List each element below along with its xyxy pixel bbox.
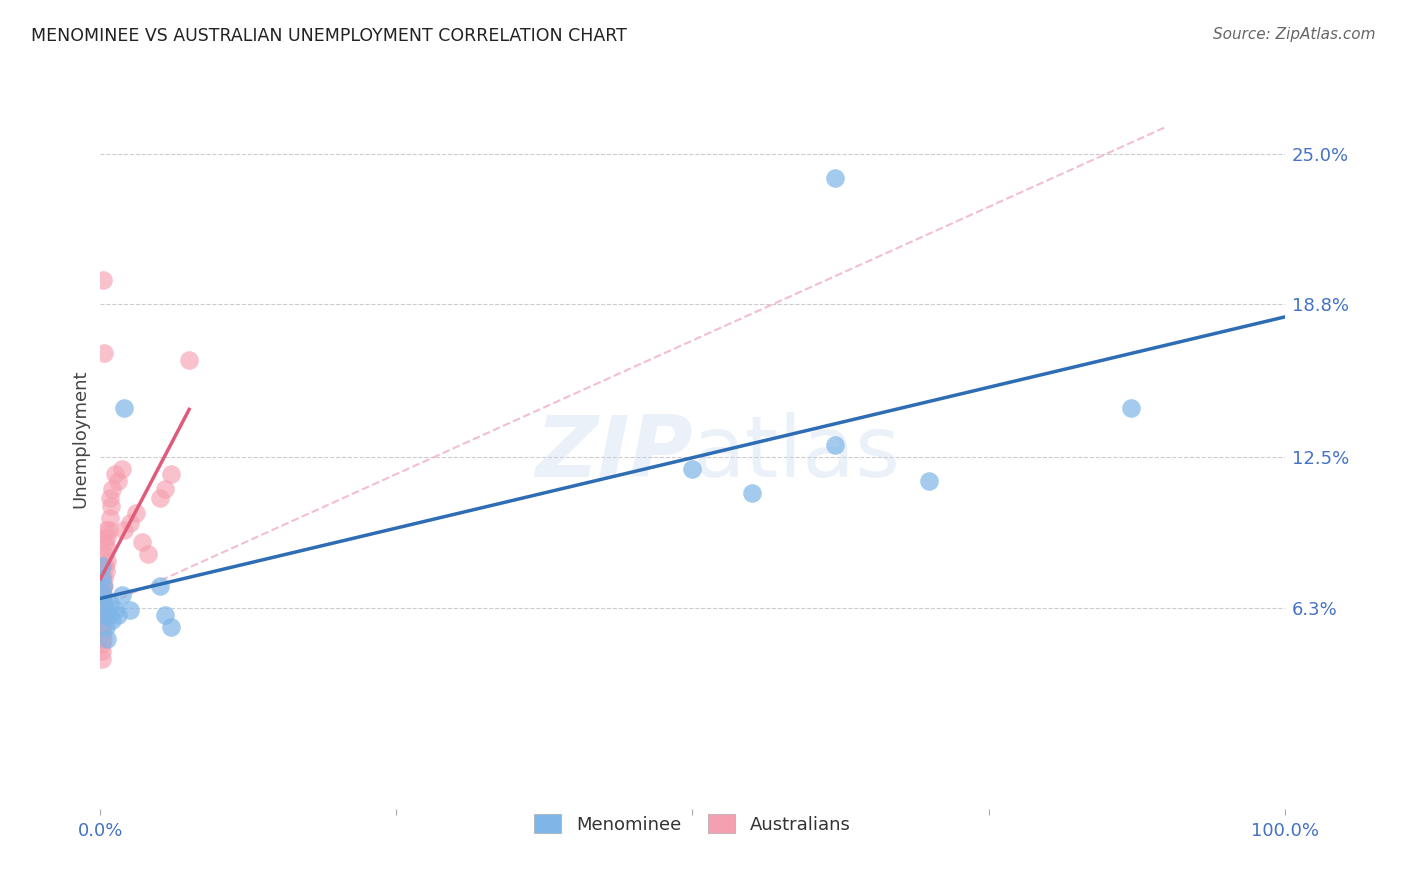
Point xyxy=(96,554,118,568)
Text: ZIP: ZIP xyxy=(534,412,693,495)
Point xyxy=(155,607,177,622)
Point xyxy=(90,589,112,603)
Point xyxy=(94,559,117,574)
Point xyxy=(90,607,112,622)
Point xyxy=(90,637,112,651)
Point xyxy=(91,607,114,622)
Point xyxy=(136,547,159,561)
Point xyxy=(91,579,114,593)
Point xyxy=(101,482,124,496)
Point xyxy=(90,583,112,598)
Point xyxy=(93,345,115,359)
Point xyxy=(179,352,201,367)
Point xyxy=(118,603,141,617)
Point xyxy=(103,467,125,481)
Point xyxy=(91,273,114,287)
Point xyxy=(101,613,124,627)
Point xyxy=(90,559,112,574)
Point xyxy=(100,499,122,513)
Point xyxy=(118,516,141,530)
Text: Source: ZipAtlas.com: Source: ZipAtlas.com xyxy=(1212,27,1375,42)
Point xyxy=(96,540,118,554)
Point xyxy=(97,523,120,537)
Point xyxy=(824,438,846,452)
Point xyxy=(682,462,704,476)
Point xyxy=(125,506,148,520)
Point xyxy=(160,467,183,481)
Point xyxy=(96,530,118,544)
Point xyxy=(90,571,112,585)
Point xyxy=(824,170,846,185)
Point xyxy=(90,632,112,647)
Y-axis label: Unemployment: Unemployment xyxy=(72,369,89,508)
Point xyxy=(90,571,112,585)
Point xyxy=(160,620,183,634)
Point xyxy=(91,620,114,634)
Point xyxy=(131,535,153,549)
Text: MENOMINEE VS AUSTRALIAN UNEMPLOYMENT CORRELATION CHART: MENOMINEE VS AUSTRALIAN UNEMPLOYMENT COR… xyxy=(31,27,627,45)
Point xyxy=(94,603,117,617)
Text: atlas: atlas xyxy=(693,412,900,495)
Point xyxy=(94,535,117,549)
Point xyxy=(111,462,134,476)
Point xyxy=(155,482,177,496)
Point xyxy=(90,651,112,665)
Point xyxy=(90,613,112,627)
Point xyxy=(107,475,129,489)
Point xyxy=(93,571,115,585)
Point xyxy=(741,486,763,500)
Point xyxy=(90,596,112,610)
Point xyxy=(1119,401,1142,416)
Point xyxy=(90,603,112,617)
Point xyxy=(90,644,112,658)
Point xyxy=(93,547,115,561)
Point xyxy=(918,475,941,489)
Point xyxy=(112,401,135,416)
Point xyxy=(93,596,115,610)
Point xyxy=(96,564,118,578)
Point xyxy=(103,603,125,617)
Point xyxy=(98,510,121,524)
Point xyxy=(91,613,114,627)
Point xyxy=(93,579,115,593)
Point xyxy=(112,523,135,537)
Point xyxy=(91,589,114,603)
Point xyxy=(91,579,114,593)
Point xyxy=(93,596,115,610)
Legend: Menominee, Australians: Menominee, Australians xyxy=(523,804,862,845)
Point xyxy=(96,632,118,647)
Point xyxy=(93,607,115,622)
Point xyxy=(91,589,114,603)
Point xyxy=(96,523,118,537)
Point xyxy=(148,579,170,593)
Point xyxy=(148,491,170,506)
Point xyxy=(91,596,114,610)
Point xyxy=(91,632,114,647)
Point xyxy=(90,620,112,634)
Point xyxy=(107,607,129,622)
Point xyxy=(96,620,118,634)
Point xyxy=(91,559,114,574)
Point xyxy=(98,596,121,610)
Point xyxy=(111,589,134,603)
Point xyxy=(98,491,121,506)
Point xyxy=(90,627,112,641)
Point xyxy=(93,613,115,627)
Point xyxy=(97,607,120,622)
